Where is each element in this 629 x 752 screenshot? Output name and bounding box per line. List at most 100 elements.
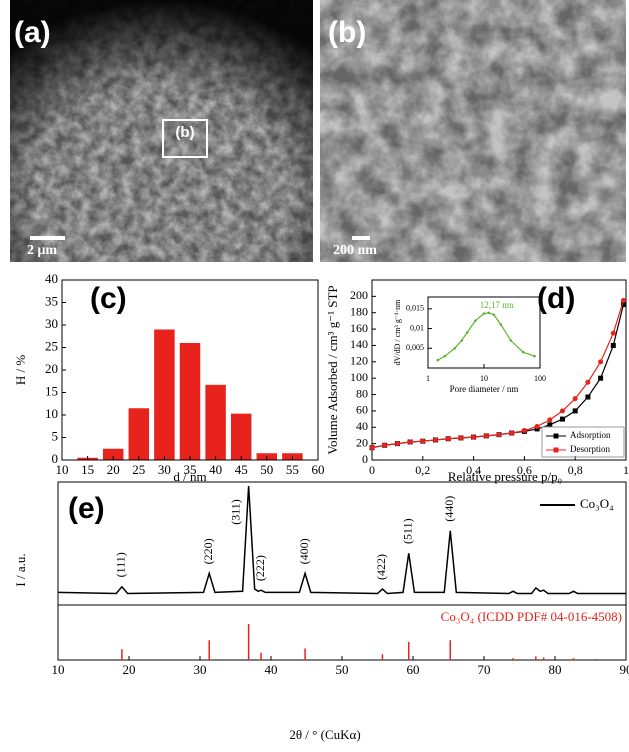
panel-label: (a) xyxy=(14,16,51,49)
marker xyxy=(598,376,603,381)
x-tick-label: 55 xyxy=(286,462,299,477)
y-axis-label: H / % xyxy=(13,355,28,386)
inset-marker xyxy=(493,313,496,316)
inset-marker xyxy=(509,339,512,342)
y-tick-label: 35 xyxy=(45,293,58,308)
marker xyxy=(509,431,514,436)
y-tick-label: 30 xyxy=(45,316,58,331)
marker xyxy=(585,380,590,385)
inset-marker xyxy=(500,323,503,326)
x-tick-label: 25 xyxy=(132,462,145,477)
inset-marker xyxy=(487,311,490,314)
x-tick-label: 80 xyxy=(549,662,562,677)
inset-marker xyxy=(466,331,469,334)
x-tick-label: 0,8 xyxy=(568,463,583,477)
y-axis-label: I / a.u. xyxy=(13,553,28,586)
marker xyxy=(560,408,565,413)
marker xyxy=(598,359,603,364)
x-tick-label: 20 xyxy=(107,462,120,477)
x-axis-label: 2θ / ° (CuKα) xyxy=(289,727,360,742)
x-tick-label: 1 xyxy=(426,374,430,383)
inset-marker xyxy=(453,347,456,350)
marker xyxy=(535,424,540,429)
panel-label: (b) xyxy=(328,16,366,49)
y-tick-label: 0,015 xyxy=(406,304,424,313)
y-tick-label: 0 xyxy=(362,452,368,466)
panel-label: (c) xyxy=(90,282,127,315)
marker xyxy=(611,331,616,336)
x-tick-label: 50 xyxy=(260,462,273,477)
y-tick-label: 40 xyxy=(356,419,368,433)
inset-marker xyxy=(474,319,477,322)
x-tick-label: 15 xyxy=(81,462,94,477)
inset-marker xyxy=(444,355,447,358)
y-tick-label: 15 xyxy=(45,383,58,398)
x-tick-label: 0,2 xyxy=(415,463,430,477)
scale-bar-label: 200 nm xyxy=(333,243,377,258)
inset-x-label: Pore diameter / nm xyxy=(450,384,519,394)
x-tick-label: 10 xyxy=(52,662,65,677)
inset-marker xyxy=(460,339,463,342)
legend-label: Desorption xyxy=(570,444,610,454)
y-tick-label: 20 xyxy=(45,361,58,376)
bar xyxy=(180,343,200,460)
x-tick-label: 60 xyxy=(407,662,420,677)
y-tick-label: 0,005 xyxy=(406,343,424,352)
marker xyxy=(420,439,425,444)
panel-label: (d) xyxy=(537,282,575,315)
marker xyxy=(611,343,616,348)
y-tick-label: 160 xyxy=(350,321,368,335)
x-tick-label: 70 xyxy=(478,662,491,677)
marker xyxy=(382,443,387,448)
scale-bar-label: 2 μm xyxy=(27,243,57,258)
figure: (a) (b) 2 μm (b) 200 nm 1015202530354045… xyxy=(0,0,629,752)
marker xyxy=(484,433,489,438)
x-tick-label: 100 xyxy=(534,374,546,383)
y-tick-label: 120 xyxy=(350,354,368,368)
marker xyxy=(408,440,413,445)
marker xyxy=(585,395,590,400)
peak-label: (440) xyxy=(442,496,456,522)
marker xyxy=(446,436,451,441)
peak-label: (311) xyxy=(228,499,242,525)
marker xyxy=(560,417,565,422)
marker xyxy=(497,432,502,437)
x-tick-label: 1 xyxy=(623,463,629,477)
y-tick-label: 0,01 xyxy=(410,323,424,332)
x-tick-label: 60 xyxy=(312,462,325,477)
marker xyxy=(522,428,527,433)
inset-marker xyxy=(533,355,536,358)
y-axis-label: Volume Adsorbed / cm³ g⁻¹ STP xyxy=(325,285,340,454)
marker xyxy=(458,435,463,440)
y-tick-label: 60 xyxy=(356,403,368,417)
peak-label: (422) xyxy=(374,554,388,580)
marker xyxy=(547,417,552,422)
bar xyxy=(205,385,225,460)
sem-image-b: (b) 200 nm xyxy=(320,0,626,262)
x-tick-label: 50 xyxy=(336,662,349,677)
pattern-line xyxy=(58,486,626,594)
marker xyxy=(573,396,578,401)
peak-label: (111) xyxy=(114,552,128,577)
x-tick-label: 40 xyxy=(265,662,278,677)
x-tick-label: 90 xyxy=(620,662,629,677)
bar xyxy=(231,414,251,460)
sem-image-a: (a) (b) 2 μm xyxy=(10,0,313,262)
y-tick-label: 10 xyxy=(45,406,58,421)
y-tick-label: 40 xyxy=(45,271,58,286)
x-tick-label: 40 xyxy=(209,462,222,477)
bar xyxy=(129,408,149,460)
marker xyxy=(621,298,626,303)
x-tick-label: 30 xyxy=(158,462,171,477)
marker xyxy=(433,437,438,442)
x-tick-label: 0 xyxy=(369,463,375,477)
y-tick-label: 140 xyxy=(350,337,368,351)
inset-marker xyxy=(483,312,486,315)
inset-y-label: dV/dD / cm³ g⁻¹·nm xyxy=(393,299,402,365)
marker xyxy=(370,445,375,450)
y-tick-label: 0 xyxy=(52,451,59,466)
marker xyxy=(395,441,400,446)
x-tick-label: 10 xyxy=(480,374,488,383)
panel-label: (e) xyxy=(68,492,105,525)
marker xyxy=(471,435,476,440)
